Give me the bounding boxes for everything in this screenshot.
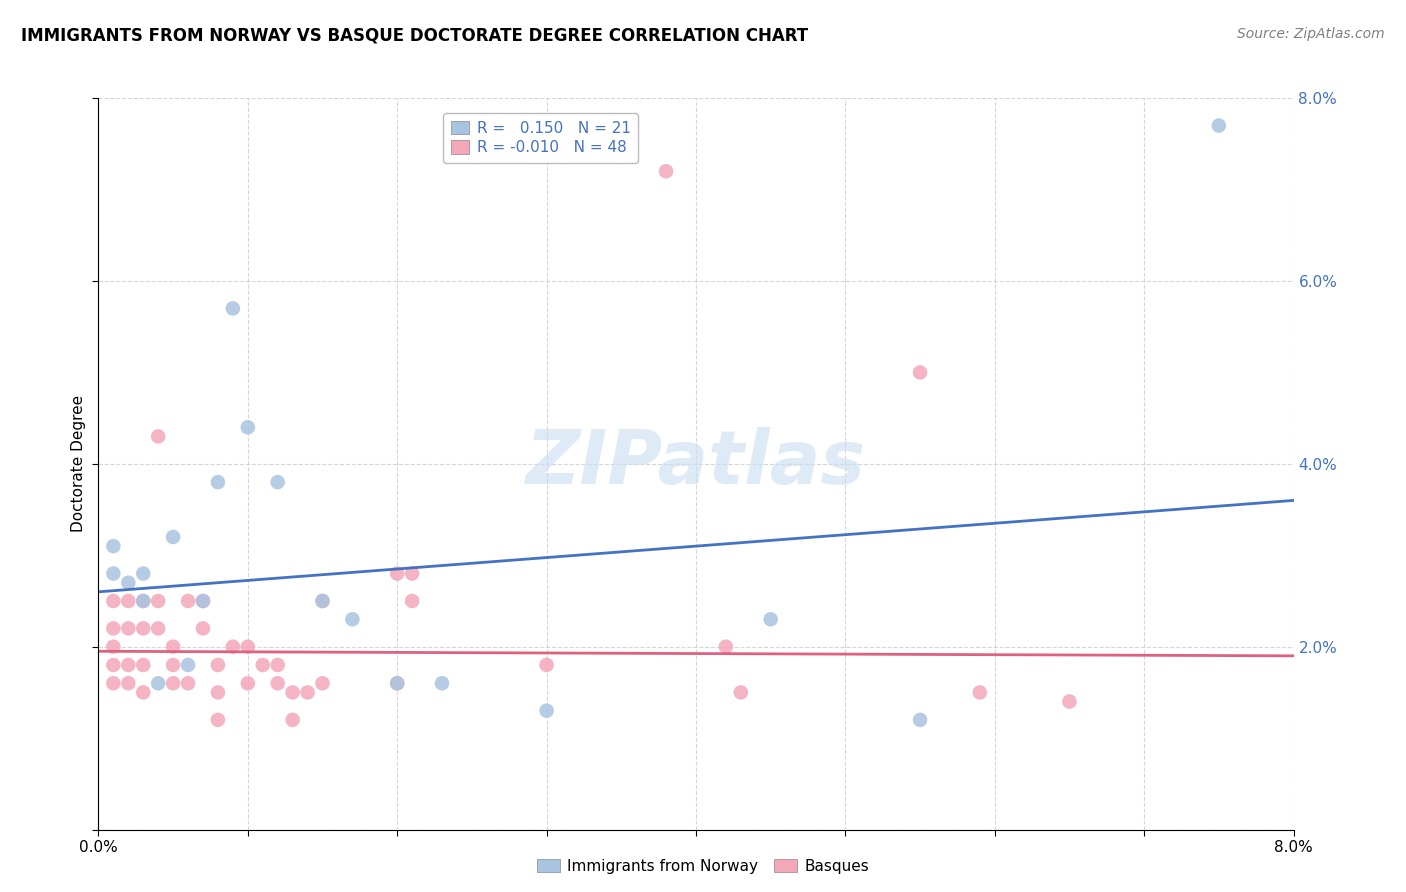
Point — [117, 575, 139, 590]
Point — [132, 594, 155, 608]
Point — [236, 420, 259, 434]
Point — [1059, 695, 1081, 709]
Point — [969, 685, 991, 699]
Point — [759, 612, 782, 626]
Point — [162, 658, 184, 673]
Point — [103, 539, 125, 553]
Point — [236, 640, 259, 654]
Y-axis label: Doctorate Degree: Doctorate Degree — [70, 395, 86, 533]
Point — [103, 658, 125, 673]
Point — [236, 676, 259, 690]
Point — [267, 475, 290, 490]
Point — [103, 594, 125, 608]
Point — [385, 676, 409, 690]
Point — [162, 640, 184, 654]
Point — [117, 658, 139, 673]
Point — [401, 566, 423, 581]
Point — [1208, 119, 1230, 133]
Point — [132, 622, 155, 636]
Point — [222, 640, 245, 654]
Point — [162, 676, 184, 690]
Point — [177, 658, 200, 673]
Point — [385, 566, 409, 581]
Point — [103, 640, 125, 654]
Point — [252, 658, 274, 673]
Point — [103, 622, 125, 636]
Point — [311, 594, 333, 608]
Point — [401, 594, 423, 608]
Point — [385, 676, 409, 690]
Point — [311, 676, 333, 690]
Text: ZIPatlas: ZIPatlas — [526, 427, 866, 500]
Point — [908, 366, 931, 380]
Point — [908, 713, 931, 727]
Point — [655, 164, 678, 178]
Point — [148, 676, 170, 690]
Point — [177, 676, 200, 690]
Point — [191, 622, 214, 636]
Legend: R =   0.150   N = 21, R = -0.010   N = 48: R = 0.150 N = 21, R = -0.010 N = 48 — [443, 113, 638, 163]
Point — [177, 594, 200, 608]
Point — [103, 676, 125, 690]
Point — [103, 566, 125, 581]
Point — [281, 685, 304, 699]
Point — [117, 594, 139, 608]
Point — [207, 475, 229, 490]
Point — [132, 685, 155, 699]
Point — [430, 676, 453, 690]
Point — [191, 594, 214, 608]
Text: IMMIGRANTS FROM NORWAY VS BASQUE DOCTORATE DEGREE CORRELATION CHART: IMMIGRANTS FROM NORWAY VS BASQUE DOCTORA… — [21, 27, 808, 45]
Point — [117, 676, 139, 690]
Point — [536, 704, 558, 718]
Point — [222, 301, 245, 316]
Point — [714, 640, 737, 654]
Point — [311, 594, 333, 608]
Point — [342, 612, 364, 626]
Point — [148, 594, 170, 608]
Point — [148, 429, 170, 443]
Legend: Immigrants from Norway, Basques: Immigrants from Norway, Basques — [531, 853, 875, 880]
Point — [191, 594, 214, 608]
Point — [267, 676, 290, 690]
Point — [162, 530, 184, 544]
Point — [267, 658, 290, 673]
Point — [132, 658, 155, 673]
Point — [132, 566, 155, 581]
Point — [207, 658, 229, 673]
Text: Source: ZipAtlas.com: Source: ZipAtlas.com — [1237, 27, 1385, 41]
Point — [117, 622, 139, 636]
Point — [281, 713, 304, 727]
Point — [207, 685, 229, 699]
Point — [730, 685, 752, 699]
Point — [148, 622, 170, 636]
Point — [132, 594, 155, 608]
Point — [297, 685, 319, 699]
Point — [207, 713, 229, 727]
Point — [536, 658, 558, 673]
